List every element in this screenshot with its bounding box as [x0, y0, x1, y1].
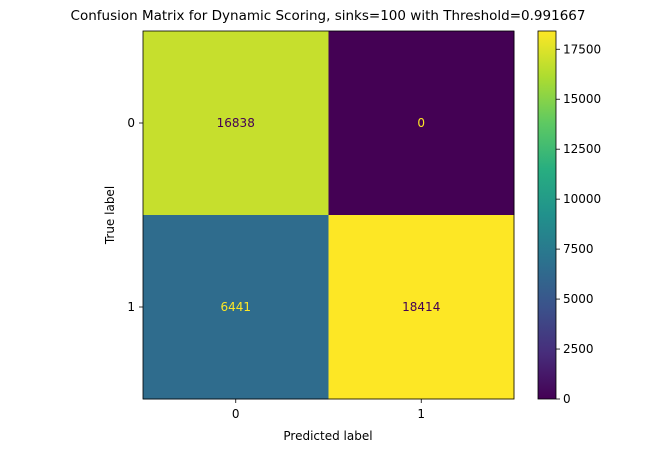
colorbar-tick-label: 5000 [563, 292, 594, 306]
x-axis-label: Predicted label [283, 429, 372, 443]
matrix-cell [143, 215, 329, 400]
colorbar-tick-label: 10000 [563, 192, 601, 206]
cell-value-label: 6441 [220, 300, 251, 314]
cell-value-label: 16838 [217, 116, 255, 130]
cell-value-label: 18414 [402, 300, 440, 314]
colorbar [537, 30, 557, 400]
matrix-cells [143, 31, 515, 400]
x-tick-label: 0 [232, 407, 240, 421]
y-tick-label: 1 [127, 300, 135, 314]
matrix-cell [328, 31, 515, 216]
y-axis-ticks: 01 [127, 116, 143, 314]
y-axis-label: True label [103, 186, 117, 245]
matrix-cell [143, 31, 329, 216]
matrix-cell [328, 215, 515, 400]
colorbar-tick-label: 12500 [563, 142, 601, 156]
matrix-cell-labels: 16838 0 6441 18414 [217, 116, 441, 314]
chart-title: Confusion Matrix for Dynamic Scoring, si… [71, 8, 586, 24]
y-tick-label: 0 [127, 116, 135, 130]
x-tick-label: 1 [417, 407, 425, 421]
colorbar-tick-label: 0 [563, 392, 571, 406]
colorbar-tick-label: 7500 [563, 242, 594, 256]
colorbar-tick-label: 17500 [563, 42, 601, 56]
cell-value-label: 0 [417, 116, 425, 130]
colorbar-ticks: 0 2500 5000 7500 10000 12500 15000 17500 [556, 42, 601, 406]
colorbar-tick-label: 2500 [563, 342, 594, 356]
colorbar-tick-label: 15000 [563, 92, 601, 106]
matrix-frame [142, 30, 515, 400]
